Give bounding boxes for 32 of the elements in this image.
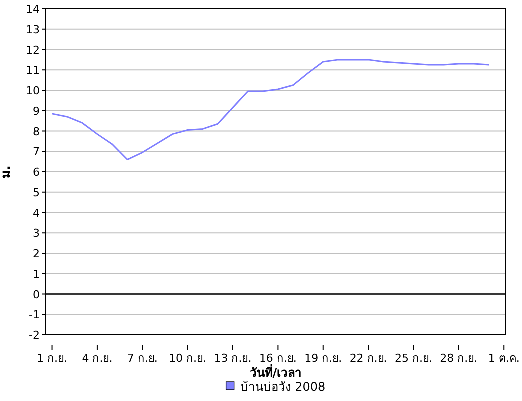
x-tick-label: 13 ก.ย. xyxy=(214,352,252,365)
y-tick-label: 4 xyxy=(33,206,40,220)
x-tick-label: 1 ต.ค. xyxy=(488,352,520,365)
y-tick-label: 5 xyxy=(33,186,40,200)
x-tick-label: 25 ก.ย. xyxy=(395,352,432,365)
y-tick-label: 13 xyxy=(26,23,40,36)
y-axis-title: ม. xyxy=(0,166,13,178)
y-tick-label: 9 xyxy=(33,104,40,118)
x-tick-label: 19 ก.ย. xyxy=(304,352,342,365)
y-tick-label: 3 xyxy=(33,227,40,240)
x-tick-label: 16 ก.ย. xyxy=(259,352,297,365)
y-tick-label: 10 xyxy=(26,84,40,98)
y-tick-label: 0 xyxy=(33,288,40,302)
y-tick-label: 14 xyxy=(26,3,40,16)
x-axis-title: วันที่/เวลา xyxy=(250,364,302,380)
y-tick-label: 12 xyxy=(26,44,40,57)
legend-label: บ้านบ่อวัง 2008 xyxy=(240,380,326,394)
y-tick-label: 6 xyxy=(33,166,40,179)
x-tick-label: 10 ก.ย. xyxy=(169,352,207,365)
y-tick-label: 1 xyxy=(33,268,40,281)
x-tick-label: 4 ก.ย. xyxy=(82,352,113,365)
y-tick-label: 7 xyxy=(33,146,40,159)
y-tick-label: 11 xyxy=(26,64,40,78)
x-tick-label: 1 ก.ย. xyxy=(37,352,68,365)
y-tick-label: 2 xyxy=(33,248,40,260)
x-tick-label: 28 ก.ย. xyxy=(440,352,478,365)
x-tick-label: 22 ก.ย. xyxy=(350,352,388,365)
y-tick-label: -2 xyxy=(29,329,40,342)
y-tick-label: -1 xyxy=(29,308,40,322)
x-tick-label: 7 ก.ย. xyxy=(127,352,158,365)
y-tick-label: 8 xyxy=(33,125,40,138)
line-series xyxy=(52,59,490,161)
